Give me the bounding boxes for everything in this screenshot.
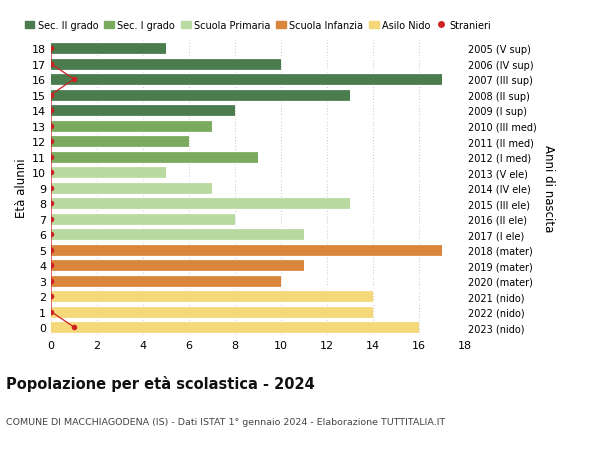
Bar <box>51 259 304 272</box>
Bar <box>51 275 281 287</box>
Bar <box>51 306 373 318</box>
Point <box>69 324 79 331</box>
Point <box>46 262 56 269</box>
Bar <box>51 182 212 194</box>
Point <box>46 277 56 285</box>
Y-axis label: Età alunni: Età alunni <box>15 158 28 218</box>
Point <box>46 246 56 254</box>
Bar <box>51 105 235 117</box>
Point <box>46 123 56 130</box>
Bar <box>51 58 281 71</box>
Bar <box>51 74 442 86</box>
Bar <box>51 291 373 302</box>
Point <box>46 61 56 68</box>
Text: Popolazione per età scolastica - 2024: Popolazione per età scolastica - 2024 <box>6 375 315 391</box>
Point <box>46 200 56 207</box>
Point <box>46 169 56 176</box>
Bar <box>51 120 212 132</box>
Bar <box>51 244 442 256</box>
Point <box>69 76 79 84</box>
Bar <box>51 167 166 179</box>
Legend: Sec. II grado, Sec. I grado, Scuola Primaria, Scuola Infanzia, Asilo Nido, Stran: Sec. II grado, Sec. I grado, Scuola Prim… <box>25 21 491 31</box>
Bar <box>51 43 166 55</box>
Point <box>46 293 56 300</box>
Point <box>46 107 56 115</box>
Point <box>46 45 56 53</box>
Point <box>46 92 56 99</box>
Y-axis label: Anni di nascita: Anni di nascita <box>542 145 555 232</box>
Bar <box>51 136 189 148</box>
Text: COMUNE DI MACCHIAGODENA (IS) - Dati ISTAT 1° gennaio 2024 - Elaborazione TUTTITA: COMUNE DI MACCHIAGODENA (IS) - Dati ISTA… <box>6 418 445 426</box>
Bar <box>51 213 235 225</box>
Point <box>46 138 56 146</box>
Bar <box>51 198 350 210</box>
Bar <box>51 90 350 101</box>
Bar <box>51 321 419 333</box>
Point <box>46 215 56 223</box>
Point <box>46 154 56 161</box>
Point <box>46 231 56 238</box>
Bar <box>51 151 258 163</box>
Point <box>46 308 56 315</box>
Point <box>46 185 56 192</box>
Bar <box>51 229 304 241</box>
